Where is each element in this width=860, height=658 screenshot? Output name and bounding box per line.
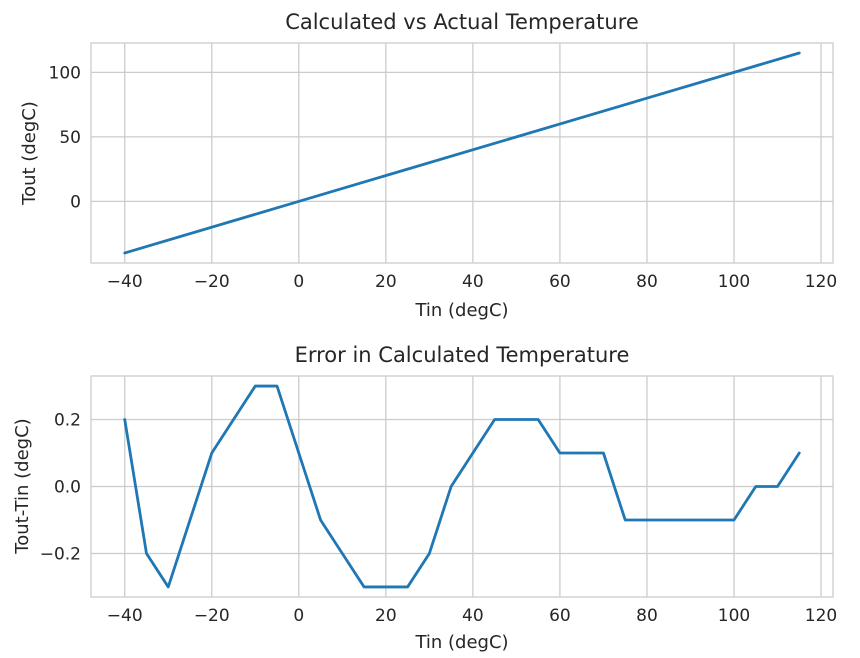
bottom-chart-data-point: [385, 586, 387, 588]
bottom-chart-x-tick-label: 40: [462, 606, 484, 626]
top-chart-plot-area: −40 −20 0 20 40 60 80 100 120 0 50 100: [49, 42, 837, 292]
bottom-chart-data-point: [733, 519, 735, 521]
top-chart-x-tick-label: 40: [462, 272, 484, 292]
bottom-chart-data-point: [624, 519, 626, 521]
bottom-chart-data-point: [581, 452, 583, 454]
top-chart-x-tick-label: 20: [375, 272, 397, 292]
bottom-chart-y-tick-label: −0.2: [40, 544, 81, 564]
bottom-chart-y-axis-label: Tout-Tin (degC): [12, 418, 33, 554]
bottom-chart-data-point: [341, 552, 343, 555]
top-chart-series-line: [123, 51, 801, 255]
bottom-chart-data-point: [537, 418, 539, 421]
bottom-chart-title: Error in Calculated Temperature: [295, 343, 630, 367]
bottom-chart-data-point: [450, 485, 452, 488]
top-chart-x-tick-label: −20: [194, 272, 230, 292]
bottom-chart-data-point: [602, 452, 605, 454]
bottom-chart-data-point: [363, 586, 365, 588]
bottom-chart-data-point: [407, 586, 409, 588]
bottom-chart-y-tick-label: 0.2: [54, 411, 81, 431]
top-chart-y-tick-label: 50: [59, 128, 81, 148]
bottom-chart-data-point: [776, 485, 779, 488]
bottom-chart-data-point: [232, 418, 235, 421]
bottom-chart-x-axis-label: Tin (degC): [414, 632, 508, 653]
top-chart-x-tick-label: 100: [718, 272, 750, 292]
bottom-chart-frame: [90, 375, 834, 598]
bottom-chart-data-point: [515, 418, 518, 421]
bottom-chart-data-point: [189, 519, 191, 521]
top-chart-x-tick-label: 80: [636, 272, 658, 292]
bottom-chart-x-tick-label: 100: [718, 606, 750, 626]
bottom-chart-data-point: [145, 552, 148, 555]
bottom-chart-data-point: [254, 385, 256, 387]
bottom-chart-x-tick-label: 80: [636, 606, 658, 626]
bottom-chart-x-tick-label: −20: [194, 606, 230, 626]
top-chart-x-tick-label: 0: [293, 272, 304, 292]
bottom-chart-data-point: [298, 452, 300, 454]
bottom-chart-data-point: [755, 485, 757, 488]
bottom-chart-data-point: [211, 452, 213, 454]
bottom-chart-data-point: [798, 452, 800, 454]
top-chart-data-point: [798, 52, 800, 54]
top-chart-x-tick-label: −40: [107, 272, 143, 292]
bottom-chart-x-tick-label: 120: [805, 606, 837, 626]
bottom-chart-data-point: [559, 452, 561, 454]
top-chart-x-axis-label: Tin (degC): [414, 300, 508, 321]
top-chart: −40 −20 0 20 40 60 80 100 120 0 50 100 Calculated v…: [19, 10, 837, 321]
bottom-chart-data-point: [646, 519, 648, 521]
bottom-chart-data-point: [167, 586, 169, 588]
bottom-chart: −40 −20 0 20 40 60 80 100 120 −0.2 0.0 0.2 Error in…: [12, 343, 837, 653]
bottom-chart-x-tick-label: 20: [375, 606, 397, 626]
top-chart-y-tick-label: 100: [49, 63, 81, 83]
bottom-chart-data-point: [472, 452, 474, 454]
bottom-chart-series-line: [123, 384, 801, 589]
top-chart-frame: [90, 42, 834, 264]
bottom-chart-y-tick-label: 0.0: [54, 478, 81, 498]
bottom-chart-data-point: [124, 418, 126, 421]
top-chart-y-axis-label: Tout (degC): [19, 101, 40, 206]
bottom-chart-plot-area: −40 −20 0 20 40 60 80 100 120 −0.2 0.0 0.2: [40, 375, 837, 626]
bottom-chart-data-point: [668, 519, 670, 521]
top-chart-title: Calculated vs Actual Temperature: [285, 10, 639, 34]
bottom-chart-data-point: [428, 552, 430, 555]
bottom-chart-x-tick-label: 0: [293, 606, 304, 626]
bottom-chart-data-point: [319, 519, 322, 521]
bottom-chart-data-point: [711, 519, 713, 521]
top-chart-x-tick-label: 120: [805, 272, 837, 292]
bottom-chart-data-point: [494, 418, 496, 421]
top-chart-data-point: [124, 252, 126, 254]
top-chart-y-tick-label: 0: [70, 192, 81, 212]
bottom-chart-x-tick-label: −40: [107, 606, 143, 626]
bottom-chart-x-tick-label: 60: [549, 606, 571, 626]
top-chart-x-tick-label: 60: [549, 272, 571, 292]
bottom-chart-data-point: [276, 385, 278, 387]
bottom-chart-data-point: [689, 519, 692, 521]
